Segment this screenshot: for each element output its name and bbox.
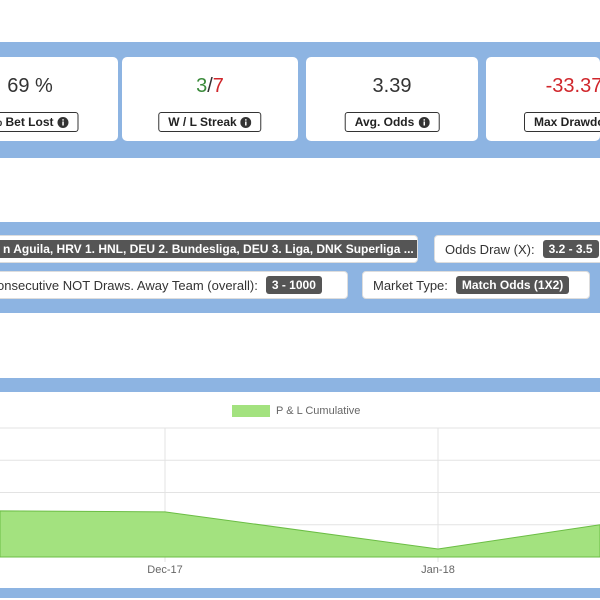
stat-value: 3/7 <box>122 75 298 98</box>
filter-value: n Aguila, HRV 1. HNL, DEU 2. Bundesliga,… <box>0 240 417 258</box>
chart-band <box>0 588 600 598</box>
info-icon[interactable] <box>418 116 430 128</box>
legend-label: P & L Cumulative <box>276 405 360 417</box>
x-tick-label: Dec-17 <box>147 564 182 576</box>
filter-label: onsecutive NOT Draws. Away Team (overall… <box>0 277 258 293</box>
stat-value: 3.39 <box>372 75 412 97</box>
stat-label: W / L Streak <box>158 112 262 132</box>
filter-value: 3 - 1000 <box>265 276 322 294</box>
filter: onsecutive NOT Draws. Away Team (overall… <box>0 271 348 299</box>
filter: n Aguila, HRV 1. HNL, DEU 2. Bundesliga,… <box>0 235 418 263</box>
chart-band <box>0 378 600 392</box>
losses: 7 <box>212 75 224 97</box>
filter: Market Type: Match Odds (1X2) <box>362 271 590 299</box>
filter-value: Match Odds (1X2) <box>455 276 570 294</box>
filter-label: Odds Draw (X): <box>445 241 535 257</box>
stat-value: 69 % <box>7 75 53 97</box>
stat-card: 69 % % Bet Lost <box>0 57 118 141</box>
label-text: W / L Streak <box>168 115 237 129</box>
wins: 3 <box>196 75 208 97</box>
stat-label: Avg. Odds <box>344 112 440 132</box>
stat-card: 3.39 Avg. Odds <box>306 57 478 141</box>
filter-label: Market Type: <box>373 277 448 293</box>
info-icon[interactable] <box>57 116 69 128</box>
chart: Dec-17 Jan-18 P & L Cumulative <box>0 405 600 576</box>
stat-label: % Bet Lost <box>0 112 79 132</box>
stat-label: Max Drawdow <box>523 112 600 132</box>
stat-card: -33.37 Max Drawdow <box>486 57 600 141</box>
stat-value: -33.37 <box>545 75 600 97</box>
label-text: Avg. Odds <box>354 115 415 129</box>
stat-card: 3/7 W / L Streak <box>122 57 298 141</box>
legend-swatch <box>232 405 270 417</box>
x-tick-label: Jan-18 <box>421 564 455 576</box>
filter-value: 3.2 - 3.5 <box>542 240 599 258</box>
filter: Odds Draw (X): 3.2 - 3.5 <box>434 235 600 263</box>
area <box>0 510 600 558</box>
info-icon[interactable] <box>240 116 252 128</box>
label-text: % Bet Lost <box>0 115 54 129</box>
label-text: Max Drawdow <box>533 115 600 129</box>
separator: / <box>207 75 213 97</box>
